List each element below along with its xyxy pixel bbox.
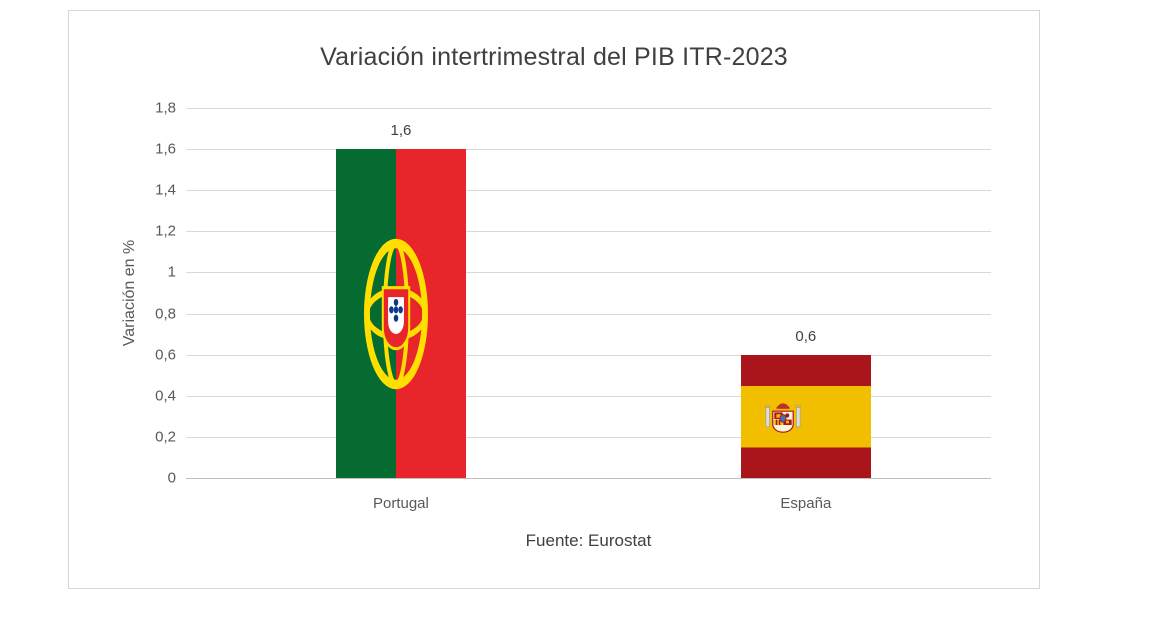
gridline bbox=[186, 436, 991, 438]
gridline bbox=[186, 190, 991, 192]
y-tick-label: 1,6 bbox=[155, 140, 176, 158]
spain-coat-of-arms-icon bbox=[764, 403, 801, 434]
y-tick-label: 1,2 bbox=[155, 222, 176, 240]
source-caption: Fuente: Eurostat bbox=[525, 531, 652, 550]
gridline bbox=[186, 231, 991, 233]
chart-container: Variación intertrimestral del PIB ITR-20… bbox=[68, 10, 1040, 589]
bar-portugal: 1,6 bbox=[335, 122, 466, 478]
plot-area: 1,6 0,6 bbox=[186, 108, 991, 479]
gridline bbox=[186, 354, 991, 356]
y-tick-label: 1,8 bbox=[155, 99, 176, 117]
bar-value-label-espana: 0,6 bbox=[795, 327, 817, 345]
y-axis: 0 0,2 0,4 0,6 0,8 1 1,2 1,4 1,6 1,8 bbox=[69, 100, 176, 487]
gridline bbox=[186, 395, 991, 397]
chart-title: Variación intertrimestral del PIB ITR-20… bbox=[320, 43, 788, 71]
y-tick-label: 0,8 bbox=[155, 305, 176, 323]
x-axis: Portugal España bbox=[186, 495, 991, 517]
x-axis-line bbox=[186, 478, 991, 479]
gridline bbox=[186, 149, 991, 151]
x-category-label-portugal: Portugal bbox=[372, 495, 429, 512]
y-tick-label: 1 bbox=[167, 263, 176, 281]
gridline bbox=[186, 272, 991, 274]
gridline bbox=[186, 108, 991, 109]
portugal-coat-of-arms-icon bbox=[363, 238, 428, 389]
gridline bbox=[186, 313, 991, 315]
y-tick-label: 0 bbox=[167, 469, 176, 487]
bar-espana: 0,6 bbox=[740, 328, 871, 478]
y-tick-label: 1,4 bbox=[155, 181, 176, 199]
y-tick-label: 0,6 bbox=[155, 346, 176, 364]
x-category-label-espana: España bbox=[780, 495, 832, 512]
bar-value-label-portugal: 1,6 bbox=[390, 122, 412, 140]
y-tick-label: 0,2 bbox=[155, 428, 176, 446]
y-tick-label: 0,4 bbox=[155, 387, 176, 405]
